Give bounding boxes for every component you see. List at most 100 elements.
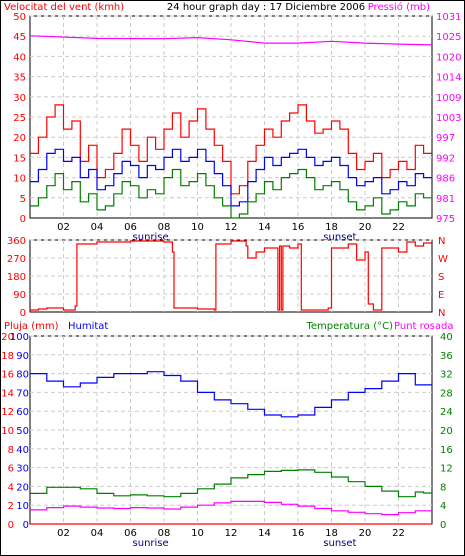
temperature-y-tick-label: 0	[440, 520, 446, 531]
x-tick-label: 18	[325, 222, 338, 233]
right-y-tick-label: 975	[436, 214, 455, 225]
x-tick-label: 10	[191, 222, 204, 233]
humidity-y-tick-label: 0	[23, 520, 29, 531]
dewpoint-line	[30, 500, 432, 516]
temperature-axis-label: Temperatura (°C)	[305, 321, 393, 332]
temperature-y-tick-label: 36	[440, 351, 453, 362]
x-tick-label: 12	[225, 528, 238, 539]
humidity-y-tick-label: 20	[16, 482, 29, 493]
rain-axis-label: Pluja (mm)	[4, 321, 59, 332]
temperature-y-tick-label: 8	[440, 482, 446, 493]
direction-y-tick-label: 360	[7, 236, 26, 247]
wind-minimum-line	[30, 168, 432, 219]
sunset-label: sunset	[323, 232, 356, 243]
humidity-y-tick-label: 70	[16, 388, 29, 399]
rain-y-tick-label: 0	[8, 520, 14, 531]
humidity-y-tick-label: 10	[16, 501, 29, 512]
left-y-tick-label: 0	[20, 214, 26, 225]
x-tick-label: 02	[57, 222, 70, 233]
x-tick-label: 18	[325, 528, 338, 539]
humidity-axis-label: Humitat	[68, 321, 108, 332]
right-y-tick-label: 997	[436, 133, 455, 144]
x-tick-label: 22	[392, 528, 405, 539]
sunset-label: sunset	[323, 538, 356, 549]
left-y-tick-label: 10	[13, 174, 26, 185]
humidity-y-tick-label: 60	[16, 407, 29, 418]
x-tick-label: 22	[392, 222, 405, 233]
dewpoint-axis-label: Punt rosada	[394, 321, 453, 332]
temperature-y-tick-label: 24	[440, 407, 453, 418]
rain-y-tick-label: 20	[1, 332, 14, 343]
right-y-tick-label: 1009	[436, 93, 461, 104]
temperature-y-tick-label: 20	[440, 426, 453, 437]
pressure-axis-label: Pressió (mb)	[368, 1, 430, 13]
x-tick-label: 06	[124, 222, 137, 233]
x-tick-label: 20	[359, 222, 372, 233]
x-tick-label: 20	[359, 528, 372, 539]
right-y-tick-label: 992	[436, 153, 455, 164]
right-y-tick-label: 1020	[436, 52, 461, 63]
wind-speed-axis-label: Velocitat del vent (kmh)	[4, 2, 124, 13]
compass-tick-label: E	[438, 290, 444, 301]
humidity-y-tick-label: 30	[16, 464, 29, 475]
direction-y-tick-label: 270	[7, 254, 26, 265]
right-y-tick-label: 1025	[436, 32, 461, 43]
x-tick-label: 16	[292, 528, 305, 539]
temperature-y-tick-label: 32	[440, 370, 453, 381]
compass-tick-label: W	[438, 254, 448, 265]
sunrise-label: sunrise	[133, 232, 169, 243]
direction-y-tick-label: 180	[7, 272, 26, 283]
sunrise-label: sunrise	[133, 538, 169, 549]
x-tick-label: 02	[57, 528, 70, 539]
temperature-y-tick-label: 4	[440, 501, 446, 512]
right-y-tick-label: 981	[436, 194, 455, 205]
left-y-tick-label: 5	[20, 194, 26, 205]
chart-title: 24 hour graph day : 17 Diciembre 2006	[167, 2, 365, 13]
humidity-y-tick-label: 80	[16, 370, 29, 381]
rain-y-tick-label: 12	[1, 407, 14, 418]
rain-y-tick-label: 18	[1, 351, 14, 362]
right-y-tick-label: 1003	[436, 113, 461, 124]
rain-y-tick-label: 2	[8, 501, 14, 512]
rain-y-tick-label: 4	[8, 482, 14, 493]
x-tick-label: 04	[91, 222, 104, 233]
right-y-tick-label: 986	[436, 174, 455, 185]
left-y-tick-label: 50	[13, 12, 26, 23]
x-tick-label: 16	[292, 222, 305, 233]
rain-y-tick-label: 6	[8, 464, 14, 475]
humidity-y-tick-label: 90	[16, 351, 29, 362]
rain-y-tick-label: 10	[1, 426, 14, 437]
temperature-y-tick-label: 40	[440, 332, 453, 343]
pressure-line	[29, 35, 433, 46]
x-tick-label: 06	[124, 528, 137, 539]
right-y-tick-label: 1031	[436, 12, 461, 23]
direction-y-tick-label: 90	[13, 290, 26, 301]
x-tick-label: 12	[225, 222, 238, 233]
left-y-tick-label: 15	[13, 153, 26, 164]
compass-tick-label: N	[438, 236, 445, 247]
humidity-line	[30, 371, 432, 418]
right-y-tick-label: 1014	[436, 73, 461, 84]
temperature-y-tick-label: 28	[440, 388, 453, 399]
wind-average-line	[30, 148, 432, 207]
rain-y-tick-label: 16	[1, 370, 14, 381]
left-y-tick-label: 25	[13, 113, 26, 124]
left-y-tick-label: 35	[13, 73, 26, 84]
direction-y-tick-label: 0	[20, 308, 26, 319]
humidity-y-tick-label: 100	[10, 332, 29, 343]
compass-tick-label: S	[438, 272, 444, 283]
x-tick-label: 14	[258, 528, 271, 539]
left-y-tick-label: 45	[13, 32, 26, 43]
x-tick-label: 08	[158, 222, 171, 233]
x-tick-label: 10	[191, 528, 204, 539]
wind-direction-line	[30, 240, 432, 311]
left-y-tick-label: 20	[13, 133, 26, 144]
temperature-y-tick-label: 16	[440, 445, 453, 456]
rain-y-tick-label: 8	[8, 445, 14, 456]
left-y-tick-label: 40	[13, 52, 26, 63]
humidity-y-tick-label: 50	[16, 426, 29, 437]
